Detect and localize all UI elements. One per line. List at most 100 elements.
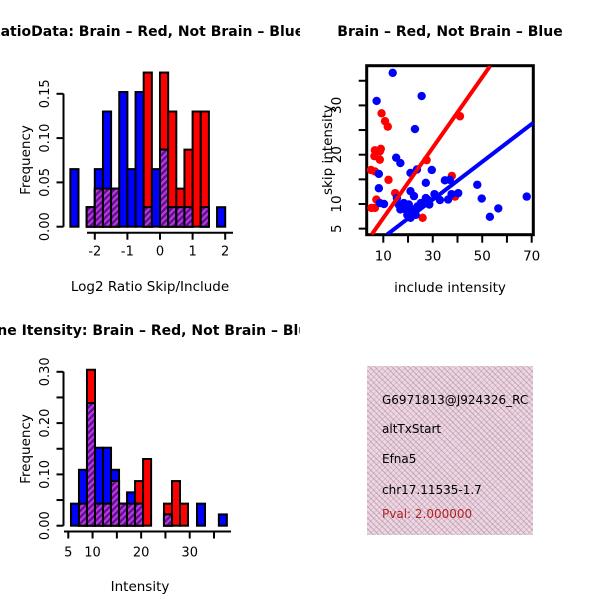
hist-bar-overlap	[126, 502, 137, 527]
y-axis-label: Frequency	[18, 125, 34, 195]
fit-line-red	[370, 65, 492, 235]
hist-bar-blue	[134, 91, 145, 228]
hist-bar-overlap	[85, 402, 96, 527]
hist-bar-blue	[217, 513, 228, 527]
hist-bar-overlap	[85, 206, 96, 228]
panel-ratio-histogram: -2 -1 0 1 2 0.00 0.05 0.10 0.15 RatioData: Brain…	[0, 0, 300, 300]
x-tick-label: 10	[84, 546, 101, 561]
gene-symbol-text: Efna5	[382, 452, 417, 466]
hist-bar-overlap	[110, 187, 121, 228]
x-tick-label: -1	[121, 245, 134, 260]
scatter-point-blue	[374, 169, 384, 179]
x-tick-label: 30	[181, 546, 198, 561]
scatter-point-red	[384, 175, 393, 185]
scatter-point-red	[376, 144, 386, 153]
y-tick-label: 0.15	[38, 79, 53, 108]
scatter-point-blue	[473, 180, 482, 189]
hist-bar-overlap	[183, 206, 194, 228]
hist-bar-overlap	[101, 187, 113, 228]
panel-intensity-scatter: 10 30 50 70 5 10 20 30 Brain – Red, Not Brain –…	[300, 0, 600, 300]
x-tick-label: 10	[375, 249, 392, 265]
scatter-point-blue	[427, 165, 436, 175]
hist-bar-overlap	[93, 187, 104, 228]
panel-gene-info: G6971813@J924326_RC altTxStart Efna5 chr…	[300, 300, 600, 600]
y-tick-label: 0.05	[38, 168, 53, 197]
hist-bar-overlap	[199, 206, 210, 228]
gene-id-text: G6971813@J924326_RC	[382, 393, 529, 407]
scatter-point-blue	[388, 68, 397, 78]
plot-box	[365, 64, 535, 237]
hist-bar-overlap	[142, 206, 153, 228]
hist-bar-overlap	[159, 148, 170, 228]
panel-title: Gene Itensity: Brain – Red, Not Brain – …	[0, 323, 300, 339]
y-axis-label: skip intensity	[320, 105, 336, 195]
scatter-point-blue	[396, 158, 405, 168]
scatter-point-blue	[447, 189, 456, 199]
scatter-point-red	[377, 109, 386, 118]
hist-bar-blue	[118, 91, 129, 228]
panel-title: RatioData: Brain – Red, Not Brain – Blue	[0, 24, 300, 40]
scatter-point-blue	[445, 175, 455, 185]
hist-bar-blue	[69, 502, 80, 527]
x-tick-label: 50	[474, 249, 491, 265]
intensity-histogram-plot: 5 10 20 30 0.00 0.10 0.20 0.30	[38, 357, 231, 561]
x-tick-label: 0	[156, 245, 164, 260]
x-axis-label: Intensity	[110, 579, 170, 595]
scatter-point-blue	[410, 124, 420, 134]
hist-bar-red	[170, 480, 181, 527]
gene-info-box: G6971813@J924326_RC altTxStart Efna5 chr…	[367, 366, 533, 535]
hist-bar-red	[142, 458, 153, 527]
hist-bar-red	[142, 71, 153, 228]
scatter-point-blue	[374, 184, 384, 193]
hist-bar-blue	[195, 502, 207, 527]
scatter-point-blue	[477, 194, 486, 203]
scatter-point-blue	[409, 191, 419, 201]
x-axis-label: Log2 Ratio Skip/Include	[70, 279, 230, 295]
fit-line-blue	[385, 121, 534, 235]
y-tick-label: 0.00	[38, 212, 53, 241]
x-tick-label: 1	[188, 245, 196, 260]
x-axis-label: include intensity	[394, 280, 506, 296]
panel-title: Brain – Red, Not Brain – Blue	[337, 24, 563, 40]
y-tick-label: 10	[329, 195, 345, 212]
hist-bar-blue	[126, 168, 137, 228]
location-text: chr17.11535-1.7	[382, 483, 482, 497]
hist-bar-overlap	[77, 502, 88, 527]
x-tick-label: 70	[523, 249, 540, 265]
y-tick-label: 0.10	[38, 460, 53, 489]
scatter-point-red	[366, 165, 376, 175]
hist-bar-red	[191, 110, 202, 228]
scatter-point-blue	[454, 188, 463, 198]
scatter-point-blue	[379, 199, 389, 209]
x-tick-label: 20	[133, 546, 150, 561]
hist-bar-overlap	[93, 502, 105, 527]
scatter-point-blue	[522, 192, 531, 201]
ratio-histogram-plot: -2 -1 0 1 2 0.00 0.05 0.10 0.15	[38, 71, 233, 260]
hist-bar-overlap	[167, 206, 178, 228]
intensity-scatter-plot: 10 30 50 70 5 10 20 30	[329, 64, 540, 265]
y-tick-label: 5	[329, 224, 345, 233]
y-tick-label: 0.10	[38, 124, 53, 153]
y-tick-label: 20	[329, 146, 345, 163]
scatter-point-red	[375, 155, 385, 164]
y-tick-label: 0.00	[38, 511, 53, 540]
y-tick-label: 0.20	[38, 409, 53, 438]
hist-bar-blue	[150, 168, 162, 228]
hist-bar-overlap	[118, 502, 129, 527]
x-tick-label: 5	[64, 546, 72, 561]
y-tick-label: 0.30	[38, 357, 53, 386]
scatter-point-blue	[485, 212, 495, 222]
hist-bar-overlap	[162, 513, 173, 527]
hist-bar-overlap	[110, 480, 121, 527]
x-tick-label: 30	[424, 249, 441, 265]
scatter-point-blue	[372, 96, 381, 106]
hist-bar-blue	[69, 168, 80, 228]
x-tick-label: 2	[221, 245, 229, 260]
y-tick-label: 30	[329, 97, 345, 114]
pval-text: Pval: 2.000000	[382, 507, 473, 521]
hist-bar-overlap	[134, 502, 145, 527]
event-type-text: altTxStart	[382, 422, 442, 436]
panel-intensity-histogram: 5 10 20 30 0.00 0.10 0.20 0.30 Gene Itensity: B…	[0, 300, 300, 600]
scatter-point-blue	[494, 204, 503, 213]
